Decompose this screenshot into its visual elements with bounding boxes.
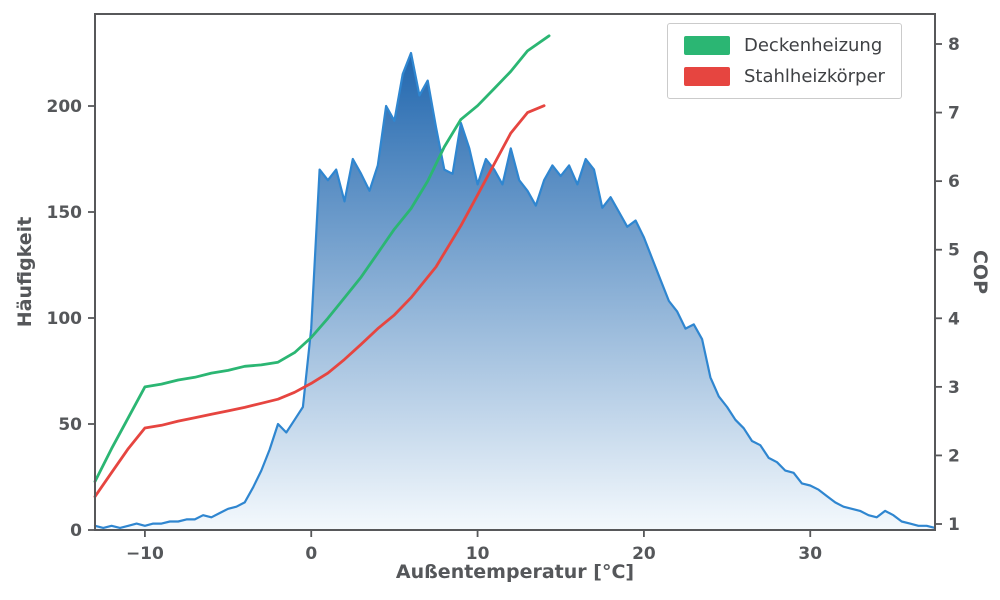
- y-tick-right-label: 2: [948, 446, 960, 466]
- legend-item-stahlheizkoerper: Stahlheizkörper: [684, 66, 885, 87]
- plot-spines: [94, 13, 936, 531]
- histogram-area: [95, 53, 935, 530]
- axes: −10 0 10 20 30 0 50 100 150 200 1 2 3 4 5 6 7 8: [47, 13, 960, 564]
- y-tick-right-label: 6: [948, 172, 960, 192]
- x-tick-label: 0: [305, 544, 317, 564]
- y-tick-right-label: 8: [948, 35, 960, 55]
- y-tick-left-label: 0: [70, 521, 82, 541]
- y-tick-right-label: 4: [948, 309, 960, 329]
- x-axis-label: Außentemperatur [°C]: [396, 561, 634, 583]
- histogram-outline: [93, 51, 937, 530]
- y-tick-right-label: 7: [948, 104, 960, 124]
- y-tick-right-label: 1: [948, 515, 960, 535]
- legend-swatch-stahlheizkoerper: [684, 67, 730, 86]
- series-line-deckenheizung: [93, 34, 551, 483]
- y-tick-left-label: 50: [58, 415, 82, 435]
- legend-label-stahlheizkoerper: Stahlheizkörper: [744, 66, 885, 87]
- series-line-stahlheizkoerper: [93, 104, 546, 499]
- plot-area: [93, 34, 937, 530]
- x-tick-label: −10: [126, 544, 164, 564]
- x-tick-label: 20: [632, 544, 656, 564]
- y-tick-right-label: 5: [948, 241, 960, 261]
- y-tick-left-label: 200: [47, 97, 83, 117]
- x-tick-label: 30: [798, 544, 822, 564]
- legend: Deckenheizung Stahlheizkörper: [667, 23, 902, 99]
- y-axis-label-right: COP: [969, 250, 991, 294]
- legend-label-deckenheizung: Deckenheizung: [744, 35, 883, 56]
- y-tick-left-label: 150: [47, 203, 83, 223]
- y-tick-left-label: 100: [47, 309, 83, 329]
- y-axis-label-left: Häufigkeit: [14, 217, 36, 328]
- x-tick-label: 10: [466, 544, 490, 564]
- legend-swatch-deckenheizung: [684, 36, 730, 55]
- y-tick-right-label: 3: [948, 378, 960, 398]
- legend-item-deckenheizung: Deckenheizung: [684, 35, 885, 56]
